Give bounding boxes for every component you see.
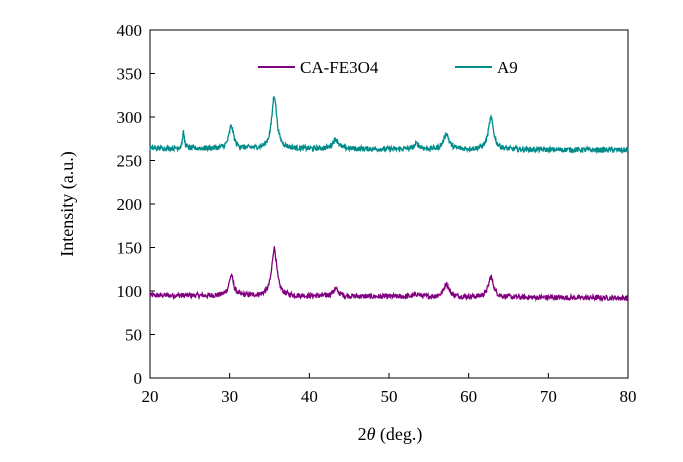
y-tick-label: 50	[125, 326, 142, 345]
x-axis-title: 2θ (deg.)	[358, 424, 423, 445]
x-tick-label: 50	[381, 387, 398, 406]
y-tick-label: 150	[117, 239, 143, 258]
x-tick-label: 70	[540, 387, 557, 406]
legend-label-series-1: CA-FE3O4	[300, 58, 379, 77]
y-tick-label: 200	[117, 195, 143, 214]
y-axis-title: Intensity (a.u.)	[57, 151, 78, 256]
x-axis: 20 30 40 50 60 70 80	[142, 373, 637, 406]
x-tick-label: 60	[460, 387, 477, 406]
x-tick-label: 40	[301, 387, 318, 406]
y-tick-label: 400	[117, 21, 143, 40]
y-tick-label: 0	[134, 369, 143, 388]
series-layer	[149, 95, 629, 303]
x-tick-label: 30	[221, 387, 238, 406]
y-tick-label: 350	[117, 65, 143, 84]
series-line-2	[149, 95, 629, 155]
x-tick-label: 80	[620, 387, 637, 406]
y-tick-label: 100	[117, 282, 143, 301]
legend: CA-FE3O4 A9	[258, 58, 518, 77]
y-tick-label: 250	[117, 152, 143, 171]
y-tick-label: 300	[117, 108, 143, 127]
series-line-1	[149, 246, 629, 303]
x-tick-label: 20	[142, 387, 159, 406]
y-axis: 0 50 100 150 200 250 300 350 400	[117, 21, 155, 388]
plot-area	[149, 29, 629, 379]
legend-label-series-2: A9	[497, 58, 518, 77]
